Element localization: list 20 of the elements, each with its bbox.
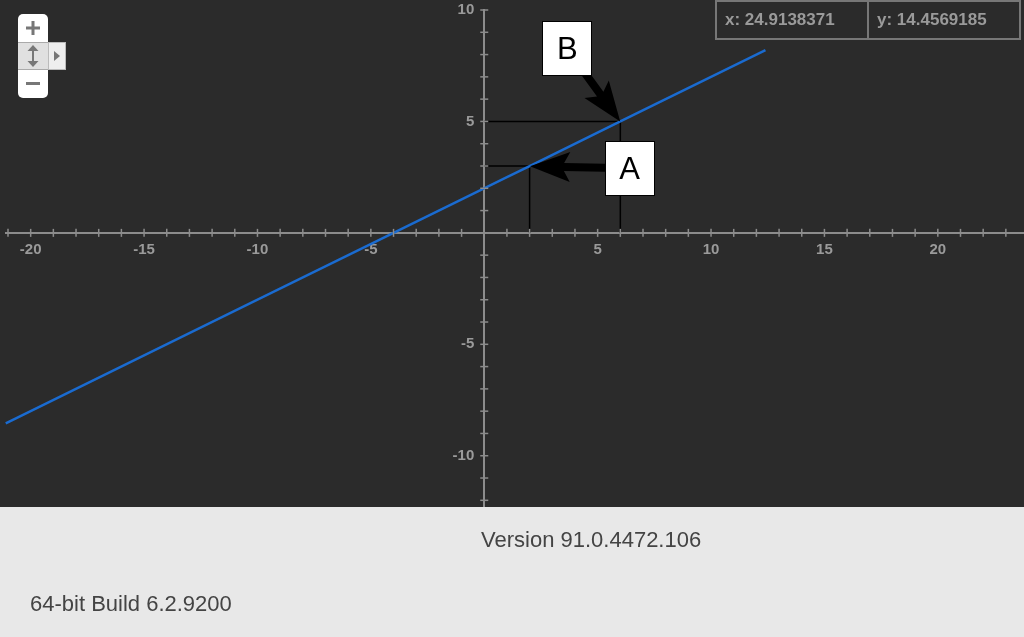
annotation: y: 14.4569185 <box>877 9 987 31</box>
zoom-in-button[interactable] <box>18 14 48 42</box>
annotation: x: 24.9138371 <box>725 9 835 31</box>
x-tick-label: -10 <box>246 240 269 258</box>
x-tick-label: -15 <box>133 240 155 258</box>
expand-tab[interactable] <box>48 42 66 70</box>
x-tick-label: 15 <box>816 240 833 258</box>
x-tick-label: 10 <box>702 240 720 258</box>
y-tick-label: -5 <box>460 334 475 352</box>
vertical-arrows-button[interactable] <box>18 42 48 70</box>
x-tick-label: -5 <box>364 240 378 258</box>
text: 64-bit Build 6.2.9200 <box>30 591 232 617</box>
x-tick-label: 20 <box>929 240 947 258</box>
y-tick-label: 10 <box>457 0 475 18</box>
text: Version 91.0.4472.106 <box>481 527 702 553</box>
x-tick-label: -20 <box>19 240 42 258</box>
zoom-out-button[interactable] <box>18 70 48 98</box>
x-tick-label: 5 <box>593 240 602 258</box>
y-tick-label: -10 <box>452 445 475 463</box>
y-tick-label: 5 <box>465 111 475 129</box>
